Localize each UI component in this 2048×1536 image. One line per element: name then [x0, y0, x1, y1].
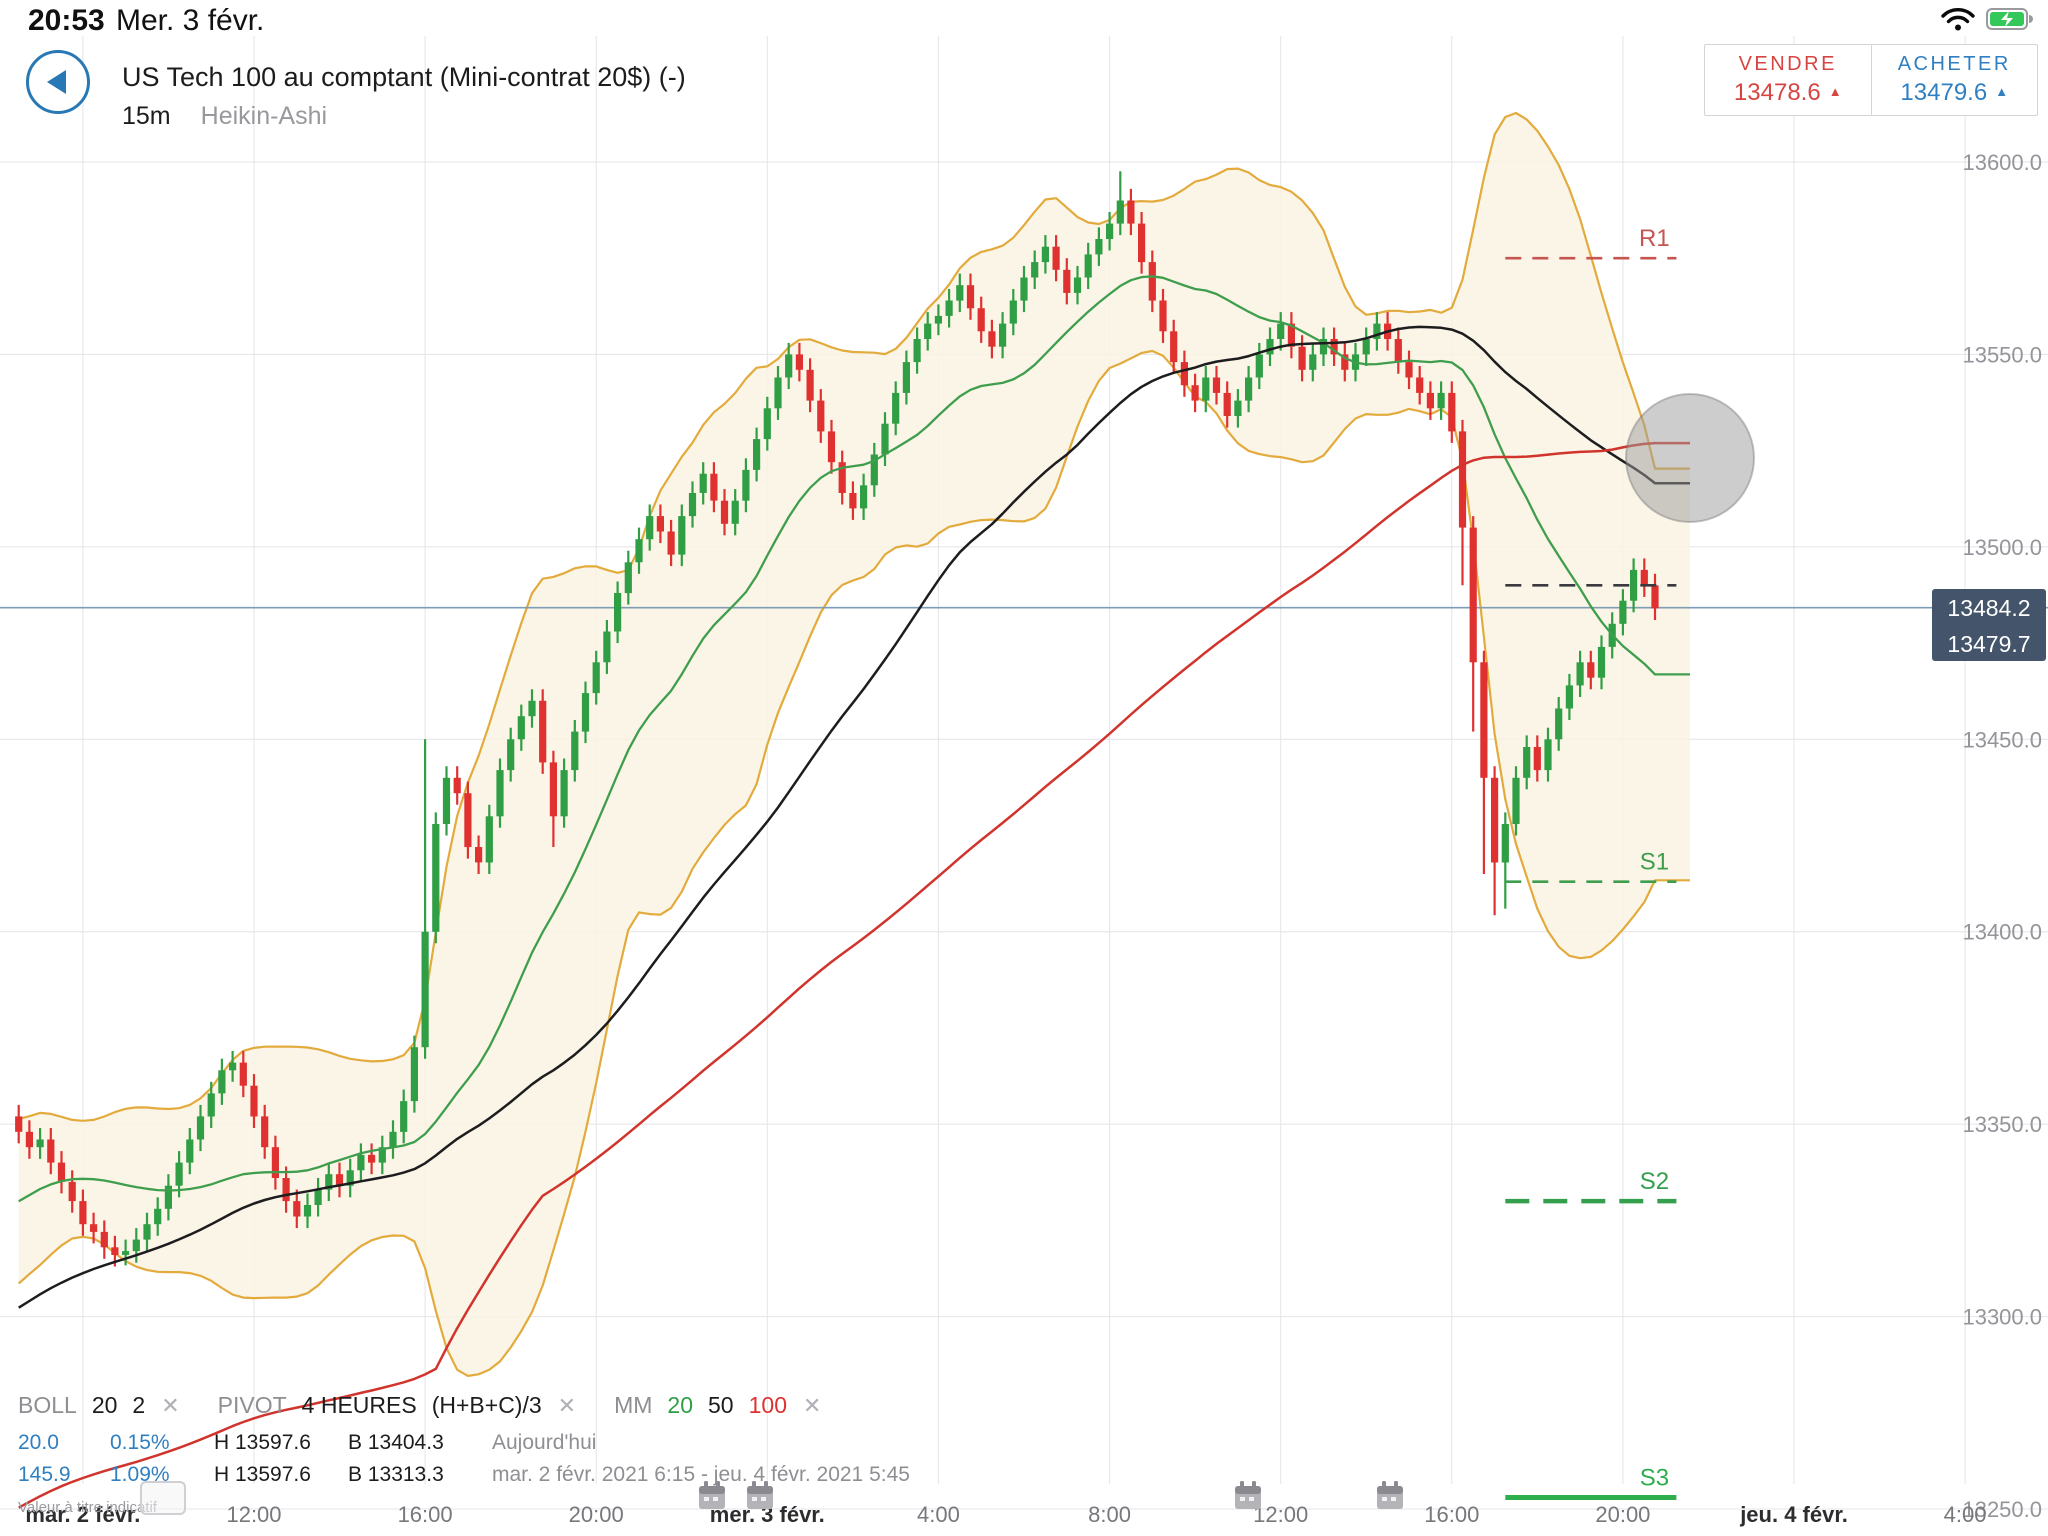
bollinger-lower-band [17, 349, 1690, 1378]
calendar-icon[interactable] [1235, 1481, 1261, 1509]
buy-tick-up-icon: ▲ [1995, 83, 2009, 99]
pivot-period: 4 HEURES [301, 1392, 417, 1418]
sell-tick-up-icon: ▲ [1828, 83, 1842, 99]
ticket-divider [1870, 45, 1872, 115]
time-axis-label: 20:00 [569, 1502, 624, 1527]
calendar-icon[interactable] [699, 1481, 725, 1509]
range-width-pct: 1.09% [110, 1463, 170, 1486]
bollinger-fill [18, 113, 1691, 1376]
wifi-icon [1940, 6, 1976, 37]
price-axis-label: 13300.0 [1962, 1305, 2042, 1330]
status-time: 20:53 [28, 4, 105, 37]
boll-indicator-label: BOLL [18, 1392, 77, 1418]
pivot-label-s2: S2 [1640, 1168, 1669, 1195]
heikin-ashi-candles [15, 171, 1659, 1267]
remove-pivot-button[interactable]: ✕ [557, 1393, 577, 1418]
pivot-label-r1: R1 [1639, 225, 1670, 252]
secondary-price-badge: 13479.7 [1932, 622, 2046, 661]
range-period-label: mar. 2 févr. 2021 6:15 - jeu. 4 févr. 20… [492, 1463, 910, 1486]
time-axis-label: 20:00 [1595, 1502, 1650, 1527]
drag-handle-box[interactable] [140, 1481, 186, 1515]
mm-param-20: 20 [667, 1392, 694, 1418]
price-axis-label: 13250.0 [1962, 1497, 2042, 1522]
status-icons [1940, 6, 2034, 37]
time-axis-label: 12:00 [226, 1502, 281, 1527]
indicator-values-today: 20.0 0.15% H 13597.6 B 13404.3 Aujourd'h… [18, 1431, 910, 1455]
calendar-icon[interactable] [747, 1481, 773, 1509]
pivot-formula: (H+B+C)/3 [431, 1392, 542, 1418]
high-range: H 13597.6 [214, 1463, 311, 1486]
back-button[interactable] [26, 50, 90, 114]
status-date: Mer. 3 févr. [116, 4, 265, 37]
time-axis-label: 16:00 [1424, 1502, 1479, 1527]
boll-param-period: 20 [91, 1392, 118, 1418]
range-today-label: Aujourd'hui [492, 1431, 597, 1454]
buy-price: 13479.6 [1900, 79, 1988, 106]
battery-charging-icon [1986, 7, 2034, 36]
price-axis-label: 13500.0 [1962, 535, 2042, 560]
time-axis-label: 8:00 [1088, 1502, 1131, 1527]
back-arrow-icon [46, 70, 66, 94]
price-axis-label: 13450.0 [1962, 727, 2042, 752]
price-axis-label: 13550.0 [1962, 342, 2042, 367]
range-width-value: 145.9 [18, 1463, 71, 1486]
pivot-indicator-label: PIVOT [217, 1392, 287, 1418]
low-range: B 13313.3 [348, 1463, 444, 1486]
time-axis-label: 12:00 [1253, 1502, 1308, 1527]
indicator-values-range: 145.9 1.09% H 13597.6 B 13313.3 mar. 2 f… [18, 1463, 910, 1487]
buy-label: ACHETER [1897, 53, 2011, 75]
time-axis-label: jeu. 4 févr. [1739, 1502, 1848, 1527]
sell-price: 13478.6 [1733, 79, 1821, 106]
mm-param-100: 100 [748, 1392, 787, 1418]
buy-button[interactable]: ACHETER 13479.6 ▲ [1872, 45, 2038, 115]
touch-indicator [1625, 393, 1755, 523]
boll-param-dev: 2 [132, 1392, 146, 1418]
time-axis-label: 4:00 [1944, 1502, 1987, 1527]
chart-type-selector[interactable]: Heikin-Ashi [200, 102, 328, 130]
pivot-label-s1: S1 [1640, 849, 1669, 876]
remove-mm-button[interactable]: ✕ [802, 1393, 822, 1418]
mm100-line [18, 441, 1690, 1509]
sell-button[interactable]: VENDRE 13478.6 ▲ [1705, 45, 1871, 115]
time-axis-label: mar. 2 févr. [25, 1502, 140, 1527]
mm50-line [18, 325, 1690, 1309]
time-axis-label: 16:00 [398, 1502, 453, 1527]
high-today: H 13597.6 [214, 1431, 311, 1454]
time-axis-label: 4:00 [917, 1502, 960, 1527]
indicative-value-note: Valeur à titre indicatif [18, 1499, 157, 1516]
mm-param-50: 50 [708, 1392, 734, 1418]
chart-settings: 15m Heikin-Ashi [122, 102, 327, 131]
remove-boll-button[interactable]: ✕ [161, 1393, 180, 1418]
bollinger-upper-band [18, 111, 1690, 1122]
price-axis-label: 13400.0 [1962, 920, 2042, 945]
sell-label: VENDRE [1738, 53, 1837, 75]
mm20-line [18, 275, 1690, 1203]
price-axis-label: 13350.0 [1962, 1112, 2042, 1137]
price-axis-label: 13600.0 [1962, 150, 2042, 175]
indicator-panel: BOLL 20 2 ✕ PIVOT 4 HEURES (H+B+C)/3 ✕ M… [18, 1392, 910, 1516]
timeframe-selector[interactable]: 15m [122, 102, 171, 130]
instrument-title: US Tech 100 au comptant (Mini-contrat 20… [122, 62, 686, 92]
deal-ticket: VENDRE 13478.6 ▲ ACHETER 13479.6 ▲ [1704, 44, 2038, 116]
pivot-label-s3: S3 [1640, 1465, 1669, 1492]
boll-width-pct: 0.15% [110, 1431, 170, 1454]
low-today: B 13404.3 [348, 1431, 444, 1454]
boll-width-value: 20.0 [18, 1431, 59, 1454]
mm-indicator-label: MM [614, 1392, 653, 1418]
calendar-icon[interactable] [1377, 1481, 1403, 1509]
current-price-badge: 13484.2 [1932, 589, 2046, 627]
